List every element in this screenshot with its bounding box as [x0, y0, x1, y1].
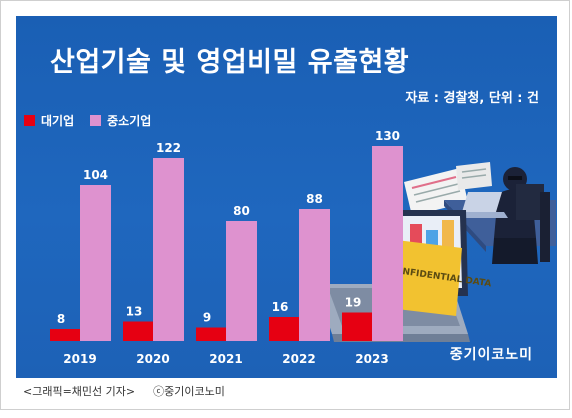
bar-sme-2021	[226, 221, 257, 341]
value-label-large-2023: 19	[345, 296, 362, 310]
caption-copyright: ⓒ중기이코노미	[153, 385, 225, 398]
x-tick-2022: 2022	[282, 352, 315, 366]
legend-swatch-sme	[90, 115, 102, 126]
brand-logo: 중기이코노미	[449, 347, 533, 363]
bar-sme-2023	[372, 146, 403, 341]
caption-credit: <그래픽=채민선 기자>	[23, 385, 136, 398]
value-label-sme-2023: 130	[375, 129, 400, 143]
value-label-sme-2020: 122	[156, 141, 181, 155]
hacker-icon	[488, 167, 550, 264]
chart-canvas: CONFIDENTIAL DATA 8104201913122202098020…	[50, 129, 556, 366]
article-figure: CONFIDENTIAL DATA 8 104 2019 13 122 2020 9 80 20…	[0, 0, 570, 410]
value-label-large-2022: 16	[272, 300, 289, 314]
x-tick-2020: 2020	[136, 352, 169, 366]
x-tick-2019: 2019	[63, 352, 96, 366]
value-label-sme-2019: 104	[83, 168, 108, 182]
value-label-sme-2022: 88	[306, 192, 323, 206]
x-tick-2021: 2021	[209, 352, 242, 366]
value-label-large-2020: 13	[126, 305, 143, 319]
legend-label-large: 대기업	[41, 114, 75, 128]
bar-large-2023	[342, 312, 372, 341]
x-tick-2023: 2023	[355, 352, 388, 366]
bar-large-2020	[123, 321, 153, 341]
bar-large-2021	[196, 327, 226, 341]
legend-label-sme: 중소기업	[107, 114, 152, 128]
bar-large-2022	[269, 317, 299, 341]
bars-layer: 8 104 2019 13 122 2020 9 80 2021 16 88 2022 19 130 202…	[50, 129, 403, 366]
source-note: 자료 : 경찰청, 단위 : 건	[405, 91, 539, 106]
bar-sme-2019	[80, 185, 111, 341]
bar-sme-2022	[299, 209, 330, 341]
chart-title: 산업기술 및 영업비밀 유출현황	[50, 47, 410, 78]
legend: 대기업 중소기업	[24, 112, 161, 129]
bar-large-2019	[50, 329, 80, 341]
value-label-large-2019: 8	[57, 312, 65, 326]
infographic-panel: CONFIDENTIAL DATA 8 104 2019 13 122 2020 9 80 20…	[16, 16, 557, 378]
legend-swatch-large	[24, 115, 35, 126]
value-label-large-2021: 9	[203, 311, 211, 325]
value-label-sme-2021: 80	[233, 204, 250, 218]
figure-caption: <그래픽=채민선 기자> ⓒ중기이코노미	[23, 383, 225, 399]
bar-sme-2020	[153, 158, 184, 341]
